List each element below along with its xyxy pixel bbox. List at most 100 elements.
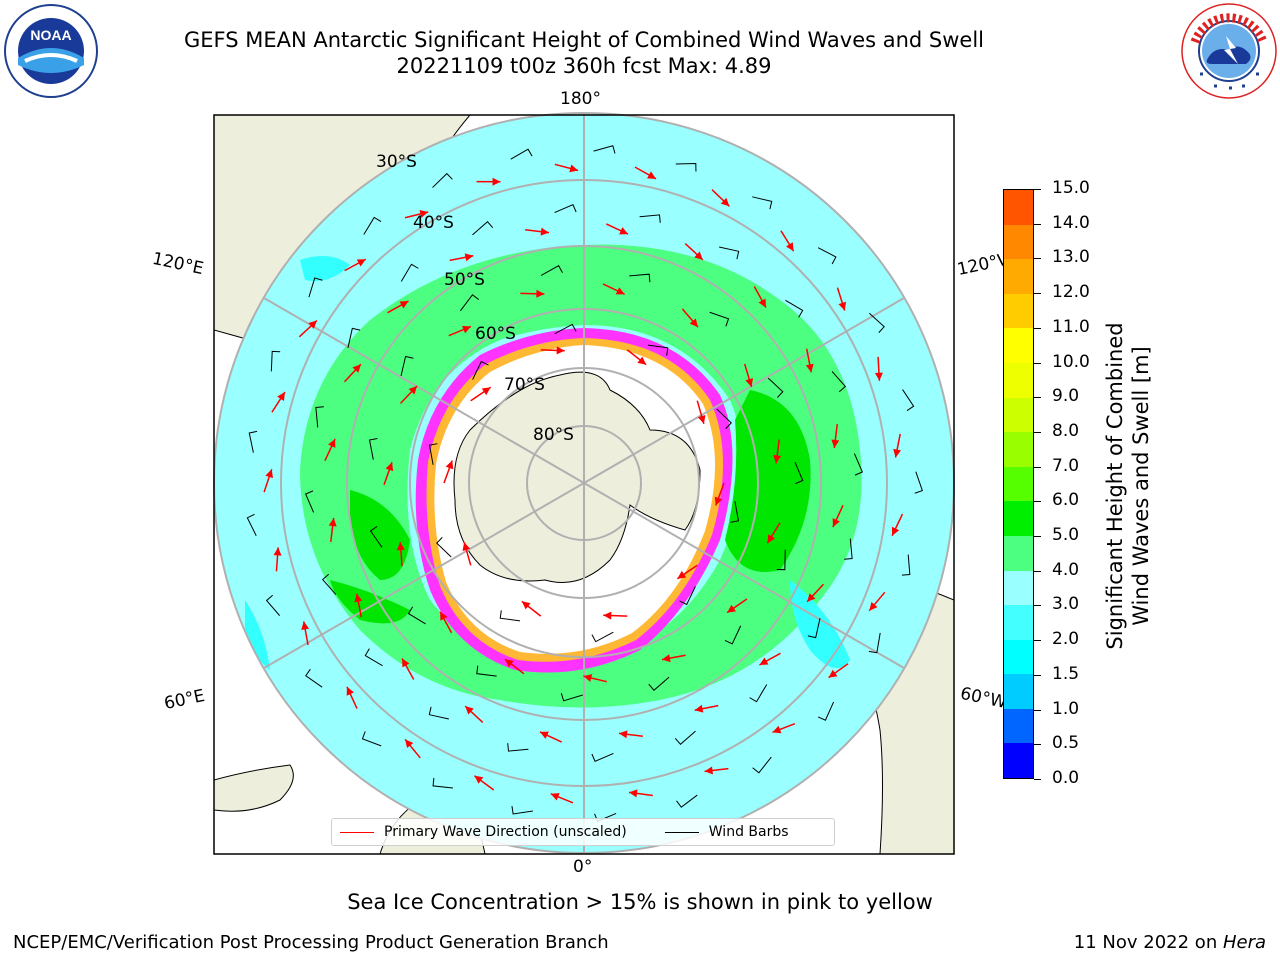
antarctica-land [453,371,701,583]
colorbar-tick-label: 8.0 [1052,420,1080,441]
wave-arrow-head [445,460,454,470]
wave-arrow-head [328,518,337,527]
wind-barb [749,684,768,703]
sea-ice-caption: Sea Ice Concentration > 15% is shown in … [347,890,933,914]
wind-barb [709,311,730,327]
wind-barb [785,299,804,318]
colorbar-swatch [1004,639,1033,675]
colorbar-tick-label: 10.0 [1052,351,1090,372]
colorbar-swatch [1004,363,1033,398]
colorbar-swatch [1004,674,1033,709]
wind-barb [540,265,563,276]
colorbar-tick-label: 0.0 [1052,768,1080,788]
legend-barb-swatch [664,831,699,833]
wind-barb [817,247,837,265]
wind-barb [428,706,449,720]
wind-barb [902,389,915,412]
wind-barb [511,805,533,815]
colorbar-swatch [1004,605,1033,640]
colorbar-tick-label: 1.0 [1052,698,1080,719]
wave-arrow-head [556,346,565,355]
wave-arrow-head [805,363,814,373]
wind-barb [554,323,577,335]
wave-arrow-head [481,387,491,396]
wave-arrow-head [265,469,273,479]
legend-barb-label: Wind Barbs [708,824,789,840]
wave-arrow-head [539,731,549,739]
colorbar-swatch [1004,570,1033,606]
wave-arrow-head [521,601,531,610]
wave-direction-arrows [263,163,904,804]
wave-arrow-head [440,611,448,621]
wind-barbs [246,145,924,822]
wind-barb [400,263,419,282]
wind-barb [591,752,614,763]
colorbar-swatch [1004,466,1033,502]
wind-barb [308,277,323,298]
wave-arrow-head [603,611,612,620]
wind-barb [407,606,426,625]
wave-arrow-head [727,604,736,613]
colorbar-swatch [1004,293,1033,329]
wind-barb [510,148,533,160]
colorbar-tick-mark [1034,570,1041,572]
wave-arrow-head [408,385,418,395]
chart-title: GEFS MEAN Antarctic Significant Height o… [183,28,985,52]
wind-barb [794,461,804,485]
wind-barb [560,692,583,702]
wave-arrow-head [838,301,847,311]
wave-height-field [214,113,954,853]
wind-barb [591,631,614,643]
wave-arrow-head [540,227,549,236]
wind-barb [499,610,521,622]
wind-barb [679,586,696,606]
wind-barb [368,437,378,460]
legend-wave-swatch [340,831,374,833]
wave-arrow-head [328,438,336,448]
wave-arrow-head [464,253,474,262]
wind-barb [914,471,924,494]
wave-arrow-head [689,318,698,328]
colorbar-tick-mark [1034,605,1041,607]
wave-arrow-head [893,448,902,458]
wind-barb [868,312,885,333]
wave-arrow-head [462,325,471,334]
wave-arrow-head [758,298,766,308]
wind-barb [639,214,661,223]
wind-barb [364,648,383,667]
wind-barb [315,406,324,428]
colorbar-label-line2: Wind Waves and Swell [m] [1129,346,1153,626]
wind-barb [730,501,740,523]
wave-arrow-head [662,654,671,663]
wave-arrow-head [807,593,816,602]
colorbar-swatch [1004,397,1033,433]
wave-arrow-head [714,496,723,506]
wave-arrow-head [354,593,363,603]
colorbar-tick-label: 12.0 [1052,282,1090,303]
wind-barb [436,537,452,558]
lat-label-30s: 30°S [376,152,417,172]
wave-arrow-head [831,439,840,448]
colorbar-tick-mark [1034,536,1041,538]
colorbar-tick-mark [1034,431,1041,433]
colorbar-tick-mark [1034,674,1041,676]
wave-arrow-head [772,725,782,734]
wave-arrow-head [550,793,560,801]
lat-label-50s: 50°S [444,270,485,290]
wave-arrow-head [891,526,900,536]
colorbar-swatch [1004,190,1033,225]
wind-barb [270,350,281,372]
wave-arrow-head [465,706,474,715]
colorbar-tick-label: 2.0 [1052,629,1080,650]
wind-barb [265,594,281,616]
wind-barb [724,625,742,645]
colorbar-tick-label: 0.5 [1052,733,1080,754]
wind-barb [304,490,315,513]
wind-barb [472,220,494,236]
wind-barb [776,549,786,571]
wind-barb [246,513,257,536]
colorbar-swatch [1004,535,1033,571]
wind-barb [432,777,453,789]
wave-arrow-head [474,775,484,784]
